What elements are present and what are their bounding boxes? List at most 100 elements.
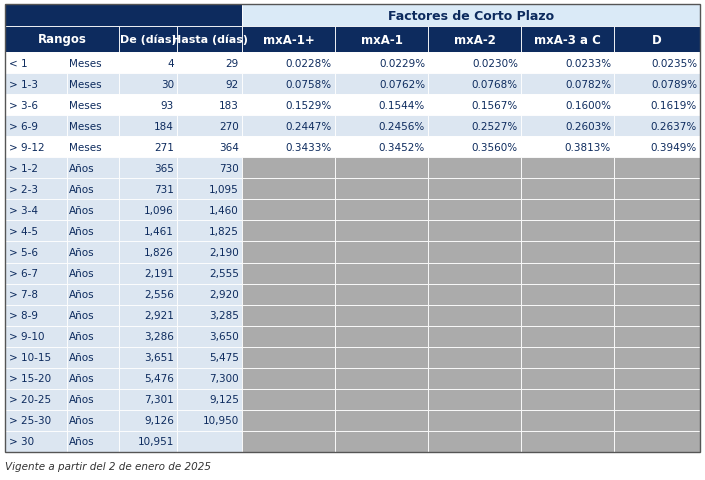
Text: Años: Años: [69, 311, 94, 321]
Bar: [335, 242, 428, 263]
Bar: [177, 137, 242, 158]
Text: 2,556: 2,556: [144, 289, 174, 300]
Text: 0.3452%: 0.3452%: [379, 143, 425, 153]
Bar: [242, 242, 335, 263]
Bar: [614, 95, 700, 116]
Bar: [521, 221, 614, 242]
Bar: [242, 305, 335, 326]
Bar: [428, 410, 521, 431]
Bar: [119, 179, 177, 200]
Bar: [335, 53, 428, 74]
Bar: [5, 179, 67, 200]
Bar: [521, 242, 614, 263]
Bar: [521, 158, 614, 179]
Bar: [177, 242, 242, 263]
Text: 0.2637%: 0.2637%: [651, 121, 697, 132]
Text: 730: 730: [219, 164, 239, 173]
Bar: [177, 305, 242, 326]
Bar: [5, 116, 67, 137]
Text: 0.0789%: 0.0789%: [651, 79, 697, 89]
Bar: [335, 95, 428, 116]
Bar: [119, 347, 177, 368]
Text: 731: 731: [154, 184, 174, 194]
Bar: [428, 284, 521, 305]
Text: 0.0235%: 0.0235%: [651, 59, 697, 68]
Text: 0.3433%: 0.3433%: [286, 143, 332, 153]
Text: 0.3813%: 0.3813%: [565, 143, 611, 153]
Bar: [521, 95, 614, 116]
Bar: [335, 368, 428, 389]
Bar: [67, 221, 119, 242]
Bar: [67, 305, 119, 326]
Bar: [614, 158, 700, 179]
Bar: [614, 242, 700, 263]
Bar: [521, 410, 614, 431]
Bar: [67, 326, 119, 347]
Bar: [119, 53, 177, 74]
Bar: [5, 368, 67, 389]
Text: Años: Años: [69, 395, 94, 405]
Bar: [242, 326, 335, 347]
Text: mxA-1+: mxA-1+: [263, 34, 314, 47]
Bar: [5, 5, 242, 27]
Bar: [119, 74, 177, 95]
Bar: [67, 179, 119, 200]
Text: > 2-3: > 2-3: [9, 184, 38, 194]
Bar: [428, 53, 521, 74]
Bar: [614, 263, 700, 284]
Text: > 9-12: > 9-12: [9, 143, 44, 153]
Bar: [521, 347, 614, 368]
Bar: [67, 74, 119, 95]
Bar: [119, 389, 177, 410]
Bar: [242, 200, 335, 221]
Bar: [335, 221, 428, 242]
Bar: [177, 368, 242, 389]
Bar: [119, 368, 177, 389]
Bar: [119, 305, 177, 326]
Text: 4: 4: [167, 59, 174, 68]
Bar: [428, 305, 521, 326]
Text: Factores de Corto Plazo: Factores de Corto Plazo: [388, 10, 554, 23]
Text: 2,190: 2,190: [209, 248, 239, 257]
Bar: [242, 284, 335, 305]
Text: > 10-15: > 10-15: [9, 352, 51, 362]
Bar: [428, 137, 521, 158]
Bar: [614, 116, 700, 137]
Bar: [5, 221, 67, 242]
Bar: [5, 263, 67, 284]
Text: Años: Años: [69, 373, 94, 384]
Text: mxA-3 a C: mxA-3 a C: [534, 34, 601, 47]
Text: 1,825: 1,825: [209, 227, 239, 237]
Bar: [335, 137, 428, 158]
Bar: [428, 263, 521, 284]
Bar: [177, 179, 242, 200]
Text: 93: 93: [161, 100, 174, 110]
Bar: [428, 158, 521, 179]
Bar: [242, 389, 335, 410]
Text: > 3-4: > 3-4: [9, 205, 38, 216]
Bar: [521, 305, 614, 326]
Bar: [242, 5, 700, 27]
Text: 9,126: 9,126: [144, 416, 174, 426]
Text: > 6-7: > 6-7: [9, 268, 38, 278]
Text: Años: Años: [69, 268, 94, 278]
Bar: [521, 200, 614, 221]
Text: 7,300: 7,300: [209, 373, 239, 384]
Bar: [428, 242, 521, 263]
Bar: [177, 410, 242, 431]
Text: 1,095: 1,095: [209, 184, 239, 194]
Bar: [119, 137, 177, 158]
Text: 7,301: 7,301: [145, 395, 174, 405]
Bar: [428, 431, 521, 452]
Bar: [5, 158, 67, 179]
Text: 92: 92: [226, 79, 239, 89]
Text: 10,951: 10,951: [137, 437, 174, 446]
Bar: [335, 179, 428, 200]
Bar: [119, 326, 177, 347]
Bar: [428, 200, 521, 221]
Text: 30: 30: [161, 79, 174, 89]
Text: 0.0229%: 0.0229%: [379, 59, 425, 68]
Bar: [614, 53, 700, 74]
Text: 5,476: 5,476: [144, 373, 174, 384]
Text: Años: Años: [69, 352, 94, 362]
